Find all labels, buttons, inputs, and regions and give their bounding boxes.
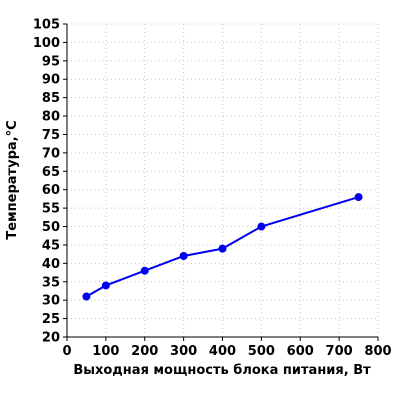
x-tick-label: 0 xyxy=(62,344,71,359)
series xyxy=(82,193,363,301)
x-tick-label: 600 xyxy=(287,344,314,359)
y-tick-label: 30 xyxy=(42,294,60,309)
y-tick-label: 40 xyxy=(42,257,60,272)
y-tick-label: 60 xyxy=(42,183,60,198)
x-tick-label: 100 xyxy=(92,344,119,359)
y-tick-label: 50 xyxy=(42,220,60,235)
y-tick-label: 25 xyxy=(42,312,60,327)
y-tick-label: 45 xyxy=(42,238,60,253)
y-tick-label: 100 xyxy=(33,36,60,51)
y-tick-label: 80 xyxy=(42,110,60,125)
x-axis-label: Выходная мощность блока питания, Вт xyxy=(73,363,371,378)
x-tick-label: 700 xyxy=(326,344,353,359)
y-tick-label: 55 xyxy=(42,202,60,217)
y-tick-label: 20 xyxy=(42,331,60,346)
data-point xyxy=(257,222,266,231)
y-tick-label: 75 xyxy=(42,128,60,143)
data-point xyxy=(140,266,149,275)
axes xyxy=(63,23,379,341)
data-point xyxy=(82,292,91,301)
y-tick-label: 65 xyxy=(42,165,60,180)
y-tick-label: 35 xyxy=(42,275,60,290)
y-tick-label: 105 xyxy=(33,18,60,33)
y-tick-label: 95 xyxy=(42,54,60,69)
tick-labels: 0 100 200 300 400 500 600 700 800 20 25 30 35 40 45 50 5… xyxy=(33,18,392,360)
data-point xyxy=(218,244,227,253)
x-tick-label: 800 xyxy=(364,344,391,359)
y-tick-label: 70 xyxy=(42,146,60,161)
y-tick-label: 85 xyxy=(42,91,60,106)
y-axis-label: Температура,°С xyxy=(5,120,20,239)
grid xyxy=(67,23,379,337)
data-point xyxy=(101,281,110,290)
data-point xyxy=(179,251,188,260)
x-tick-label: 300 xyxy=(170,344,197,359)
y-tick-label: 90 xyxy=(42,73,60,88)
x-tick-label: 400 xyxy=(209,344,236,359)
x-tick-label: 500 xyxy=(248,344,275,359)
data-point xyxy=(354,193,363,202)
x-tick-label: 200 xyxy=(131,344,158,359)
